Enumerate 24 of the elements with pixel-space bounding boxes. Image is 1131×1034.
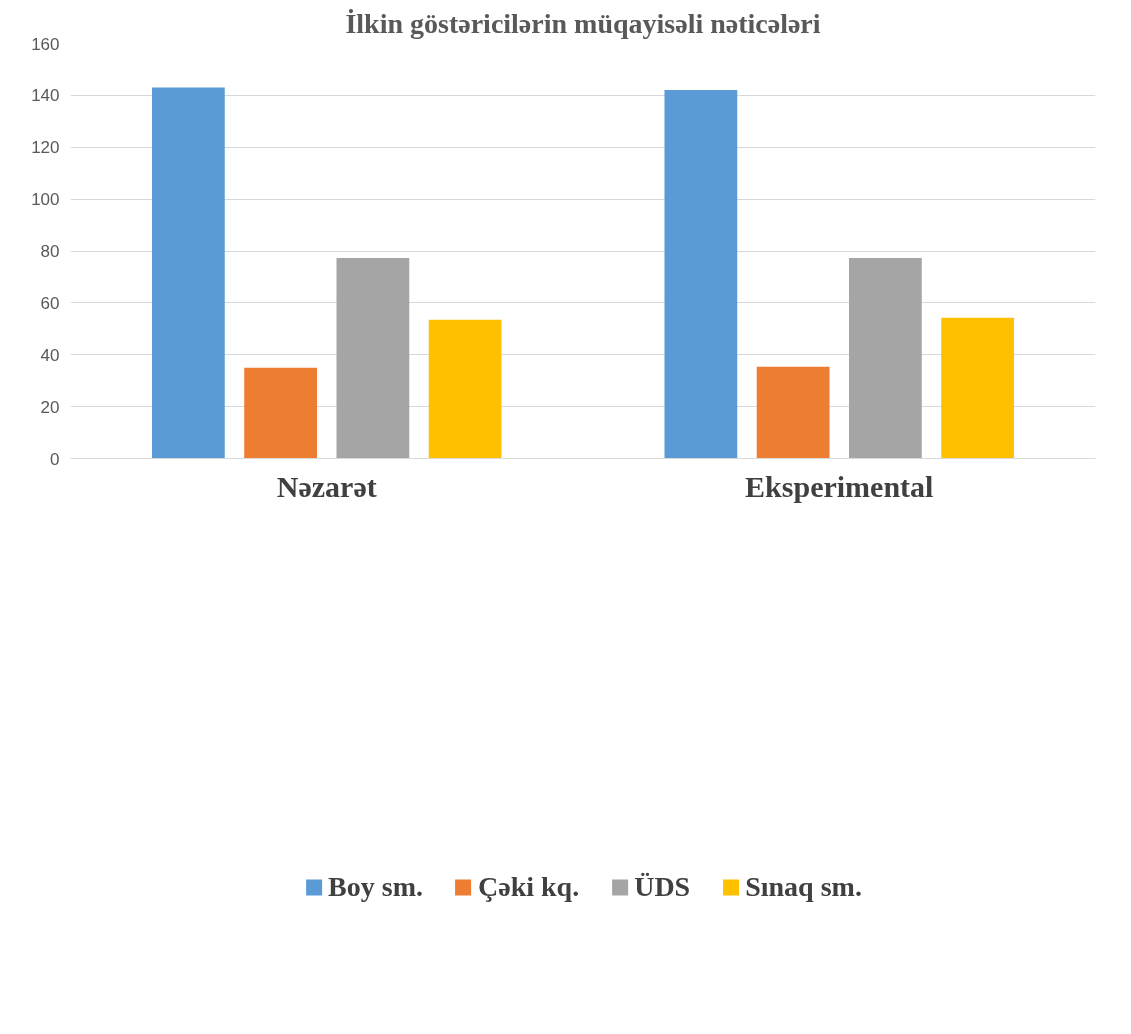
y-tick-label: 120 (31, 138, 60, 158)
y-tick-label: 80 (40, 242, 60, 261)
y-tick-label: 60 (40, 293, 60, 313)
legend-label: Boy sm. (328, 871, 424, 903)
legend-label: Çəki kq. (478, 871, 580, 903)
y-tick-label: 20 (40, 397, 60, 417)
bar (336, 258, 410, 459)
x-tick-label: Eksperimental (745, 469, 934, 503)
y-tick-label: 160 (31, 34, 60, 54)
legend-label: Sınaq sm. (745, 871, 862, 903)
bar (941, 317, 1015, 459)
x-tick-label: Nəzarət (276, 469, 377, 503)
legend-label: ÜDS (634, 871, 691, 903)
y-tick-label: 40 (40, 345, 60, 365)
y-tick-label: 0 (50, 449, 60, 469)
y-tick-label: 100 (31, 190, 60, 210)
y-tick-label: 140 (31, 86, 60, 106)
bar (244, 367, 318, 459)
bar (151, 87, 225, 459)
bar (756, 366, 830, 459)
chart-title: İlkin göstəricilərin müqayisəli nəticələri (345, 7, 821, 39)
bar (848, 258, 922, 459)
bar (428, 319, 502, 459)
bar (664, 89, 738, 459)
